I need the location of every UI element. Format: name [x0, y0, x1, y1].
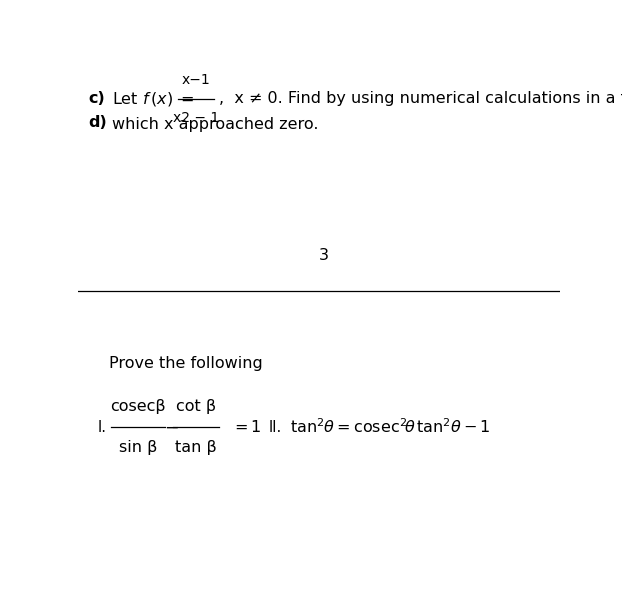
Text: tan β: tan β [175, 440, 216, 456]
Text: I.: I. [98, 420, 107, 435]
Text: Prove the following: Prove the following [109, 356, 263, 371]
Text: d): d) [88, 115, 107, 130]
Text: which x approached zero.: which x approached zero. [113, 117, 319, 132]
Text: $-$: $-$ [164, 418, 179, 436]
Text: c): c) [88, 91, 105, 107]
Text: ,  x ≠ 0. Find by using numerical calculations in a tabular: , x ≠ 0. Find by using numerical calcula… [219, 91, 622, 107]
Text: Let $f\,(x)$ $=$: Let $f\,(x)$ $=$ [113, 90, 195, 108]
Text: cosecβ: cosecβ [110, 399, 166, 414]
Text: $\tan^2\!\theta = \mathrm{cosec}^2\!\theta\,\tan^2\!\theta - 1$: $\tan^2\!\theta = \mathrm{cosec}^2\!\the… [290, 418, 491, 437]
Text: II.: II. [268, 420, 281, 435]
Text: x−1: x−1 [182, 73, 210, 87]
Text: $= 1$: $= 1$ [231, 419, 261, 435]
Text: sin β: sin β [119, 440, 157, 456]
Text: cot β: cot β [176, 399, 216, 414]
Text: x2 − 1: x2 − 1 [173, 111, 219, 125]
Text: 3: 3 [318, 248, 328, 264]
